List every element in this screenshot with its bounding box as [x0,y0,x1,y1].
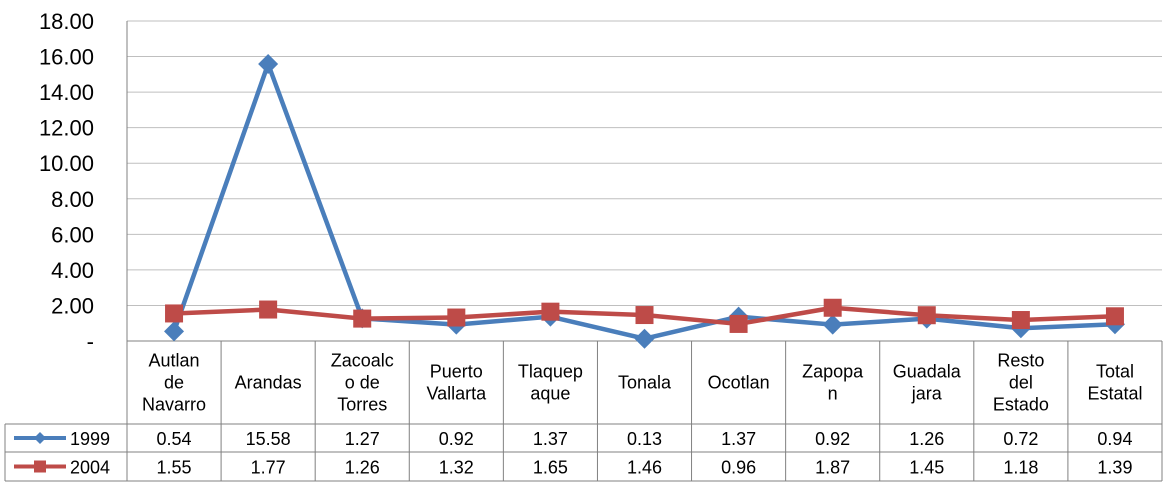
table-cell: 1.77 [251,458,286,478]
point-2004 [259,300,278,319]
category-label: Arandas [235,373,302,393]
point-2004 [1105,307,1124,326]
y-tick-label: 10.00 [39,151,94,176]
series-line-1999 [171,61,1116,341]
table-cell: 0.92 [815,429,850,449]
category-label: Zacoalc o de Torres [331,351,394,415]
point-1999 [634,328,655,349]
table-cell: 0.92 [439,429,474,449]
table-cell: 0.72 [1003,429,1038,449]
point-1999 [258,54,279,75]
point-2004 [353,309,372,328]
category-label: Puerto Vallarta [426,362,487,404]
y-tick-label: 4.00 [51,258,94,283]
table-cell: 1.32 [439,458,474,478]
table-cell: 1.18 [1003,458,1038,478]
table-cell: 1.55 [157,458,192,478]
point-2004 [1011,311,1030,330]
legend-marker-2004 [34,460,46,473]
table-cell: 0.94 [1097,429,1132,449]
category-label: Tlaquep aque [518,362,583,404]
table-cell: 1.46 [627,458,662,478]
y-axis-ticks: - 2.00 4.00 6.00 8.00 10.00 12.00 14.00 16.00 18.… [39,9,94,354]
point-2004 [635,306,654,325]
series-layer [164,54,1125,349]
table-cell: 1.26 [909,429,944,449]
point-1999 [822,314,843,335]
y-tick-label: 2.00 [51,293,94,318]
point-2004 [823,298,842,317]
legend-marker-1999 [34,432,46,444]
point-2004 [541,302,560,321]
category-label: Resto del Estado [993,351,1049,415]
point-2004 [447,308,466,327]
y-tick-label: 6.00 [51,222,94,247]
y-tick-label: 12.00 [39,116,94,141]
table-cell: 1.27 [345,429,380,449]
legend-label-1999: 1999 [70,429,110,449]
category-label: Guadala jara [893,362,962,404]
legend-label-2004: 2004 [70,458,110,478]
point-2004 [165,304,184,323]
table-cell: 1.37 [533,429,568,449]
table-cell: 1.37 [721,429,756,449]
y-tick-label: 8.00 [51,187,94,212]
point-2004 [917,306,936,325]
table-cell: 0.54 [157,429,192,449]
gridlines [126,20,1162,481]
table-cell: 1.26 [345,458,380,478]
table-cell: 1.45 [909,458,944,478]
category-label: Zapopa n [802,362,864,404]
category-label: Ocotlan [708,373,770,393]
category-label: Tonala [618,373,672,393]
y-tick-label: - [87,329,94,354]
data-table: Autlan de Navarro Arandas Zacoalc o de Torres P… [4,340,1163,482]
table-cell: 0.96 [721,458,756,478]
point-2004 [729,314,748,333]
category-label: Autlan de Navarro [142,351,206,415]
table-cell: 1.39 [1097,458,1132,478]
point-1999 [164,321,185,342]
category-label: Total Estatal [1087,362,1142,404]
table-cell: 15.58 [246,429,291,449]
table-cell: 1.65 [533,458,568,478]
y-tick-label: 18.00 [39,9,94,34]
y-tick-label: 16.00 [39,45,94,70]
table-cell: 1.87 [815,458,850,478]
y-tick-label: 14.00 [39,80,94,105]
table-cell: 0.13 [627,429,662,449]
